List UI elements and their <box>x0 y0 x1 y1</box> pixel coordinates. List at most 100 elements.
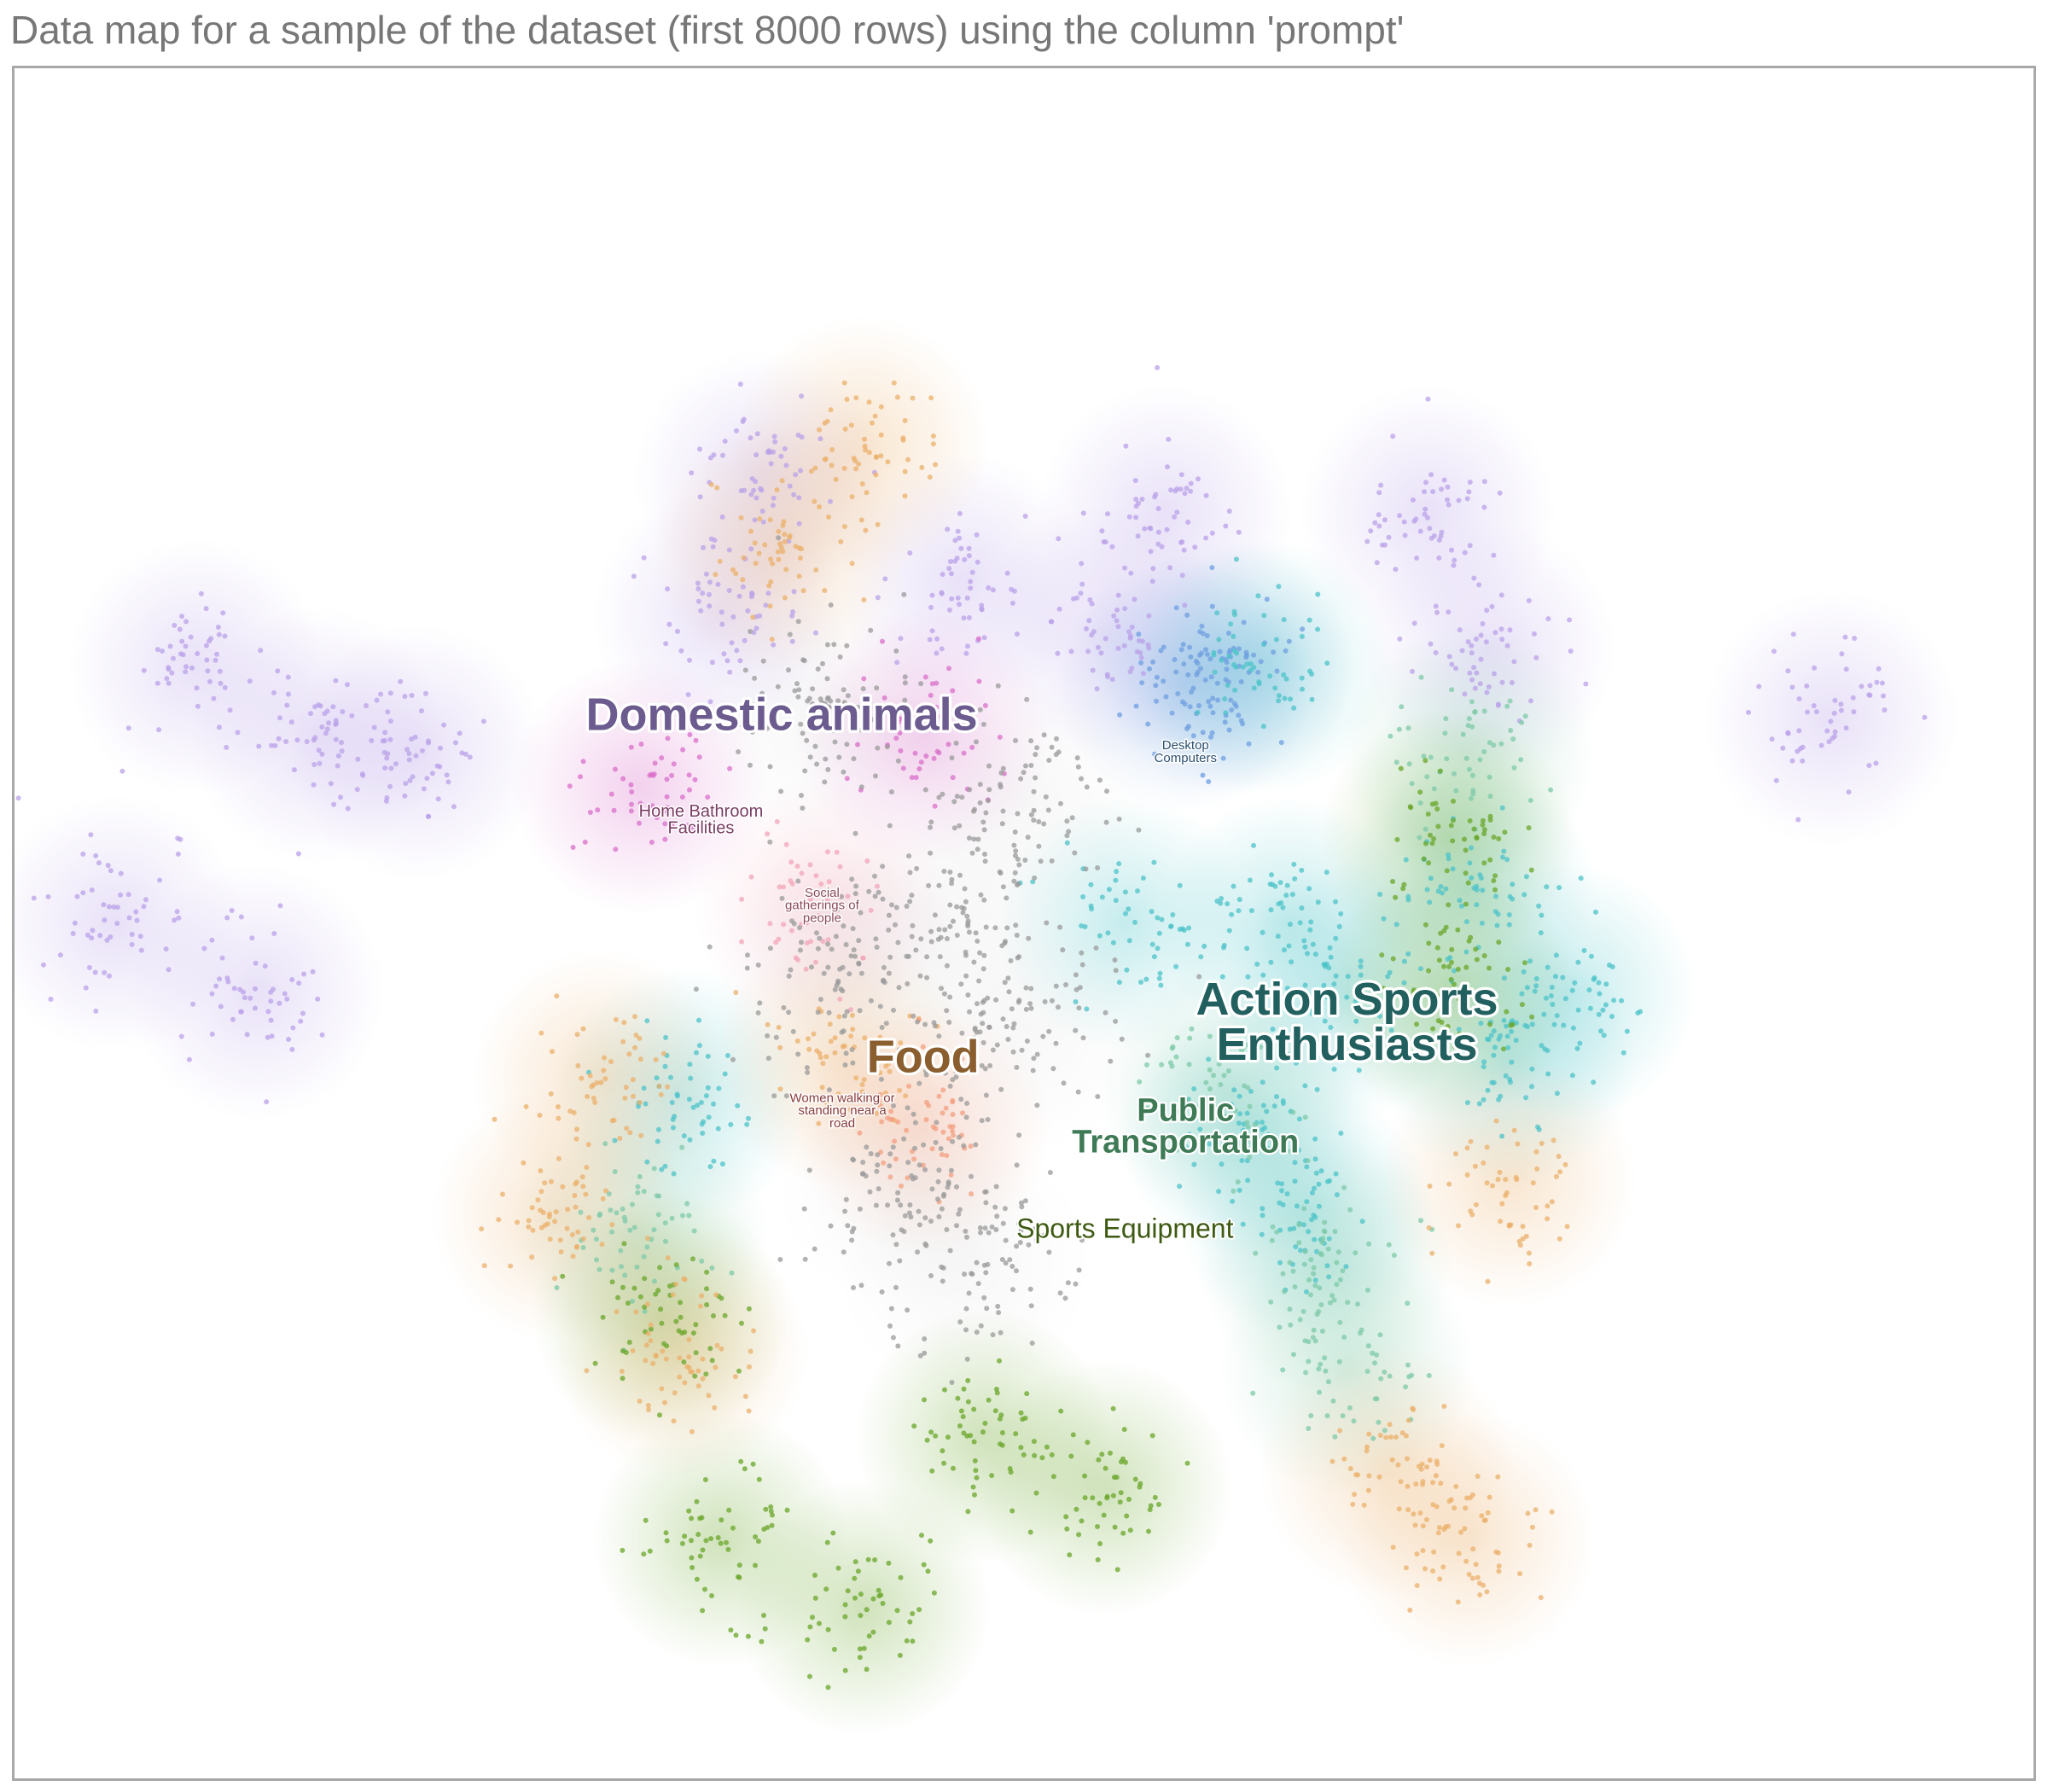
data-point-domestic-animals[interactable] <box>111 904 117 910</box>
data-point-unlabelled[interactable] <box>977 782 983 788</box>
data-point-food[interactable] <box>583 1191 589 1197</box>
data-point-sports-equipment[interactable] <box>626 1340 632 1345</box>
data-point-home-bathroom-facilities[interactable] <box>727 765 733 771</box>
data-point-food[interactable] <box>1485 1510 1491 1516</box>
data-point-sports-equipment[interactable] <box>1504 1009 1510 1015</box>
data-point-action-sports-enthusiasts[interactable] <box>1609 1014 1615 1020</box>
data-point-public-transportation[interactable] <box>1341 1335 1347 1340</box>
data-point-food[interactable] <box>698 1303 703 1309</box>
data-point-food[interactable] <box>750 614 756 620</box>
data-point-action-sports-enthusiasts[interactable] <box>1191 1086 1197 1091</box>
data-point-action-sports-enthusiasts[interactable] <box>1097 933 1103 939</box>
data-point-domestic-animals[interactable] <box>183 619 189 625</box>
data-point-unlabelled[interactable] <box>987 1062 993 1068</box>
data-point-action-sports-enthusiasts[interactable] <box>1186 1132 1192 1137</box>
data-point-domestic-animals[interactable] <box>301 971 307 977</box>
data-point-domestic-animals[interactable] <box>286 691 291 697</box>
data-point-unlabelled[interactable] <box>1065 1280 1071 1286</box>
data-point-sports-equipment[interactable] <box>1505 967 1511 972</box>
data-point-social-gatherings-of-people[interactable] <box>781 922 787 928</box>
data-point-food[interactable] <box>836 1014 842 1020</box>
data-point-food[interactable] <box>706 1393 712 1399</box>
data-point-home-bathroom-facilities[interactable] <box>680 747 686 753</box>
data-point-food[interactable] <box>877 1034 883 1040</box>
data-point-domestic-animals[interactable] <box>385 709 391 715</box>
data-point-sports-equipment[interactable] <box>1398 765 1404 771</box>
data-point-home-bathroom-facilities[interactable] <box>693 737 699 743</box>
data-point-action-sports-enthusiasts[interactable] <box>1541 1011 1547 1017</box>
data-point-action-sports-enthusiasts[interactable] <box>1315 626 1321 632</box>
data-point-unlabelled[interactable] <box>759 690 765 696</box>
data-point-action-sports-enthusiasts[interactable] <box>1358 958 1364 964</box>
data-point-social-gatherings-of-people[interactable] <box>793 955 799 961</box>
data-point-domestic-animals[interactable] <box>790 609 796 614</box>
data-point-public-transportation[interactable] <box>1527 798 1533 803</box>
data-point-unlabelled[interactable] <box>890 1144 896 1150</box>
data-point-public-transportation[interactable] <box>1418 1218 1423 1224</box>
data-point-domestic-animals[interactable] <box>1074 595 1079 601</box>
data-point-sports-equipment[interactable] <box>1027 1529 1033 1535</box>
data-point-sports-equipment[interactable] <box>1463 847 1469 853</box>
data-point-domestic-animals[interactable] <box>1368 528 1374 534</box>
data-point-action-sports-enthusiasts[interactable] <box>1276 693 1282 699</box>
data-point-food[interactable] <box>573 1136 579 1142</box>
data-point-action-sports-enthusiasts[interactable] <box>1510 896 1516 902</box>
data-point-domestic-animals[interactable] <box>1453 666 1458 672</box>
data-point-food[interactable] <box>905 457 911 463</box>
data-point-public-transportation[interactable] <box>1317 1389 1322 1395</box>
data-point-unlabelled[interactable] <box>1015 856 1021 862</box>
data-point-social-gatherings-of-people[interactable] <box>783 841 789 847</box>
data-point-sports-equipment[interactable] <box>980 1429 986 1435</box>
data-point-food[interactable] <box>1473 1201 1479 1207</box>
data-point-unlabelled[interactable] <box>805 1069 811 1075</box>
data-point-action-sports-enthusiasts[interactable] <box>1480 887 1486 893</box>
data-point-public-transportation[interactable] <box>652 1278 657 1284</box>
data-point-action-sports-enthusiasts[interactable] <box>1105 930 1111 936</box>
data-point-food[interactable] <box>1514 1177 1520 1183</box>
data-point-social-gatherings-of-people[interactable] <box>801 901 807 907</box>
data-point-unlabelled[interactable] <box>936 1033 942 1039</box>
data-point-public-transportation[interactable] <box>1340 1413 1346 1419</box>
data-point-food[interactable] <box>546 1213 552 1219</box>
data-point-action-sports-enthusiasts[interactable] <box>1222 696 1228 701</box>
data-point-unlabelled[interactable] <box>922 787 928 793</box>
data-point-unlabelled[interactable] <box>1027 1001 1033 1007</box>
data-point-domestic-animals[interactable] <box>771 495 777 501</box>
data-point-home-bathroom-facilities[interactable] <box>628 782 634 788</box>
data-point-sports-equipment[interactable] <box>880 1601 886 1606</box>
data-point-unlabelled[interactable] <box>843 1196 849 1202</box>
data-point-unlabelled[interactable] <box>795 694 801 700</box>
data-point-food[interactable] <box>1562 1161 1568 1167</box>
data-point-food[interactable] <box>643 1342 649 1348</box>
data-point-public-transportation[interactable] <box>614 1210 620 1216</box>
data-point-public-transportation[interactable] <box>1169 1045 1175 1051</box>
data-point-domestic-animals[interactable] <box>457 730 463 736</box>
data-point-action-sports-enthusiasts[interactable] <box>1268 959 1274 965</box>
data-point-action-sports-enthusiasts[interactable] <box>1135 888 1140 894</box>
data-point-unlabelled[interactable] <box>843 1050 849 1056</box>
data-point-food[interactable] <box>585 1094 591 1099</box>
data-point-social-gatherings-of-people[interactable] <box>813 873 819 879</box>
data-point-unlabelled[interactable] <box>891 1007 896 1013</box>
data-point-domestic-animals[interactable] <box>125 892 131 898</box>
data-point-domestic-animals[interactable] <box>272 742 278 748</box>
data-point-social-gatherings-of-people[interactable] <box>834 849 840 855</box>
data-point-action-sports-enthusiasts[interactable] <box>1229 1136 1234 1142</box>
data-point-action-sports-enthusiasts[interactable] <box>1306 886 1312 892</box>
data-point-food[interactable] <box>1470 1546 1476 1552</box>
data-point-unlabelled[interactable] <box>1019 1200 1024 1206</box>
data-point-food[interactable] <box>508 1263 514 1269</box>
data-point-food[interactable] <box>930 433 936 439</box>
data-point-unlabelled[interactable] <box>828 1223 834 1229</box>
data-point-unlabelled[interactable] <box>801 658 807 664</box>
data-point-domestic-animals[interactable] <box>268 1017 274 1023</box>
data-point-unlabelled[interactable] <box>874 685 880 691</box>
data-point-domestic-animals[interactable] <box>1376 523 1382 529</box>
data-point-domestic-animals[interactable] <box>311 782 317 788</box>
data-point-action-sports-enthusiasts[interactable] <box>1291 705 1297 711</box>
data-point-unlabelled[interactable] <box>1046 758 1052 763</box>
data-point-action-sports-enthusiasts[interactable] <box>1278 900 1284 905</box>
data-point-home-bathroom-facilities[interactable] <box>917 722 923 728</box>
data-point-sports-equipment[interactable] <box>689 1516 695 1521</box>
data-point-desktop-computers[interactable] <box>1246 741 1252 747</box>
